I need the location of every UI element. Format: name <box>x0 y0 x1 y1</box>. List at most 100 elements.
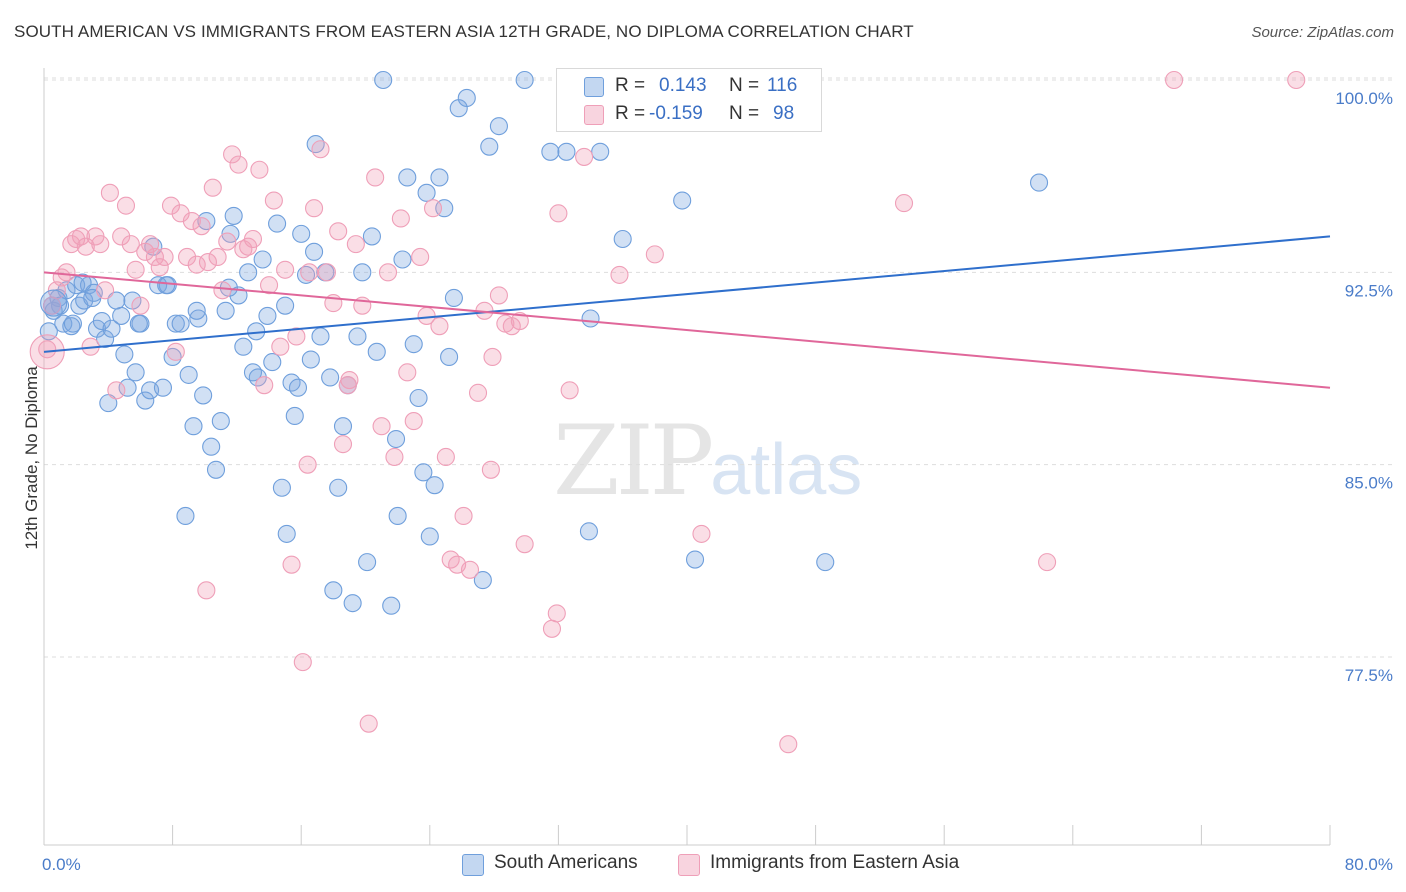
south-american-point <box>171 314 190 333</box>
eastern-asia-point <box>692 524 711 543</box>
eastern-asia-point <box>264 191 283 210</box>
south-american-point <box>179 365 198 384</box>
south-american-point <box>358 553 377 572</box>
eastern-asia-point <box>305 199 324 218</box>
legend-row-south-americans: R = 0.143 N = 116 <box>557 73 821 99</box>
eastern-asia-point <box>161 196 181 215</box>
south-american-point <box>243 363 263 382</box>
legend-row-eastern-asia: R = -0.159 N = 98 <box>557 101 821 127</box>
eastern-asia-point <box>255 376 274 395</box>
south-american-point <box>321 368 340 387</box>
south-american-point <box>393 250 412 269</box>
south-american-point <box>153 378 173 397</box>
eastern-asia-point <box>346 235 365 254</box>
eastern-asia-point <box>213 281 232 300</box>
y-tick-label: 85.0% <box>1345 474 1393 493</box>
south-american-point <box>129 314 148 333</box>
south-american-point <box>99 394 118 413</box>
eastern-asia-point <box>62 235 81 254</box>
eastern-asia-point <box>243 229 263 249</box>
south-american-point <box>102 319 121 338</box>
eastern-asia-point <box>481 460 500 479</box>
eastern-asia-point <box>411 247 430 266</box>
eastern-asia-point <box>436 447 455 467</box>
south-american-point <box>194 386 213 405</box>
south-american-point <box>296 265 316 284</box>
south-americans-trend-line <box>43 235 1331 353</box>
trend-lines <box>43 235 1331 389</box>
eastern-asia-point <box>483 347 502 367</box>
watermark: ZIPatlas <box>553 405 862 517</box>
eastern-asia-point <box>250 160 269 179</box>
south-american-point <box>324 581 343 600</box>
south-american-point <box>343 594 362 613</box>
south-american-point <box>301 350 320 369</box>
eastern-asia-point <box>645 245 664 264</box>
eastern-asia-point <box>38 340 57 359</box>
south-american-point <box>239 263 258 282</box>
south-american-point <box>579 522 598 541</box>
south-american-point <box>126 363 145 382</box>
eastern-asia-point <box>549 204 568 223</box>
eastern-asia-point <box>197 581 216 600</box>
eastern-asia-point <box>100 183 119 202</box>
legend-r-value: 0.143 <box>659 75 707 96</box>
south-american-point <box>430 168 449 187</box>
south-american-point <box>176 506 195 526</box>
south-american-point <box>1029 173 1049 192</box>
pink-swatch-icon <box>584 105 604 125</box>
south-american-point <box>367 342 386 361</box>
south-american-point <box>333 417 353 436</box>
legend-n-value: 116 <box>767 75 798 96</box>
correlation-legend: R = 0.143 N = 116 R = -0.159 N = 98 <box>556 68 822 132</box>
eastern-asia-point <box>575 147 594 166</box>
eastern-asia-point <box>218 232 237 251</box>
eastern-asia-point <box>287 327 306 346</box>
south-american-point <box>234 337 253 356</box>
eastern-asia-point <box>223 145 242 164</box>
eastern-asia-point <box>67 229 86 249</box>
south-american-point <box>388 506 407 526</box>
y-tick-label: 100.0% <box>1335 89 1393 108</box>
eastern-asia-point <box>198 253 218 272</box>
south-american-point <box>224 206 243 225</box>
south-american-point <box>263 353 282 372</box>
south-american-point <box>73 273 92 292</box>
legend-n-value: 98 <box>773 103 795 124</box>
south-american-point <box>206 460 226 479</box>
eastern-asia-point <box>182 211 201 231</box>
eastern-asia-point <box>391 209 410 228</box>
eastern-asia-point <box>468 383 488 402</box>
south-american-point <box>414 463 433 482</box>
eastern-asia-point <box>57 263 76 282</box>
south-american-point <box>557 142 576 161</box>
south-american-point <box>311 327 330 346</box>
south-american-point <box>440 347 459 367</box>
south-american-point <box>816 553 835 572</box>
south-american-point <box>420 527 439 546</box>
south-american-point <box>515 70 534 90</box>
blue-swatch-icon <box>584 77 604 97</box>
eastern-asia-point <box>430 317 449 336</box>
eastern-asia-point <box>329 222 348 241</box>
data-points <box>29 70 1306 754</box>
south-american-point <box>276 296 295 315</box>
eastern-asia-point <box>515 535 534 554</box>
eastern-asia-point <box>178 247 197 266</box>
watermark-atlas: atlas <box>710 430 863 510</box>
south-american-point <box>581 309 600 328</box>
south-american-point <box>40 289 68 317</box>
y-tick-label: 77.5% <box>1345 666 1393 685</box>
south-american-point <box>277 524 296 543</box>
eastern-asia-point <box>1165 70 1184 90</box>
eastern-asia-point <box>378 263 398 282</box>
eastern-asia-point <box>166 342 185 361</box>
eastern-asia-point <box>150 258 169 277</box>
eastern-asia-point <box>96 281 115 300</box>
south-american-point <box>374 70 393 90</box>
south-american-point <box>118 378 137 397</box>
south-american-point <box>197 211 216 231</box>
south-american-point <box>444 288 463 308</box>
eastern-asia-point <box>155 247 174 266</box>
